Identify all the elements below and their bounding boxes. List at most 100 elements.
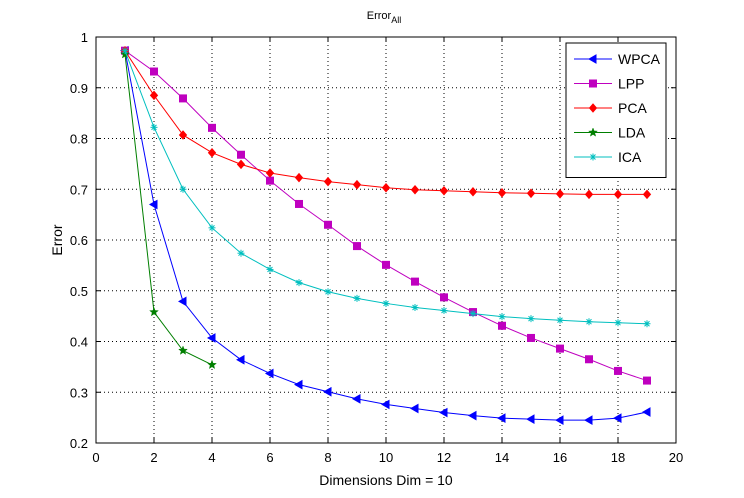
x-tick-label: 12 (437, 450, 451, 465)
data-point-lpp (411, 277, 419, 286)
data-point-pca (294, 172, 304, 183)
legend-item-ica: ICA (574, 149, 642, 165)
legend-item-lda: LDA (574, 125, 646, 141)
x-tick-label: 4 (208, 450, 215, 465)
data-point-ica (411, 303, 419, 311)
data-point-lpp (614, 366, 622, 375)
data-point-pca (352, 179, 362, 190)
data-point-lpp (440, 293, 448, 302)
y-tick-label: 0.6 (70, 233, 88, 248)
x-tick-label: 8 (324, 450, 331, 465)
series-line-lda (124, 54, 213, 366)
y-tick-label: 0.9 (70, 81, 88, 96)
x-tick-label: 2 (150, 450, 157, 465)
data-point-wpca (554, 415, 564, 426)
data-point-pca (381, 182, 391, 193)
series-wpca (119, 45, 651, 426)
data-point-pca (555, 189, 565, 199)
data-point-ica (556, 316, 564, 324)
x-axis-title: Dimensions Dim = 10 (319, 472, 453, 488)
data-point-lda (149, 306, 159, 317)
data-point-wpca (467, 410, 477, 421)
data-point-wpca (496, 413, 506, 423)
series-ica (121, 47, 651, 328)
data-point-ica (121, 47, 129, 55)
data-point-wpca (206, 333, 216, 343)
chart-title-main: Error (367, 10, 392, 22)
chart-title-subscript: All (391, 15, 401, 25)
data-point-ica (208, 224, 216, 232)
data-point-pca (178, 130, 188, 140)
data-point-wpca (264, 368, 274, 379)
legend-label-wpca: WPCA (618, 51, 661, 67)
data-point-wpca (293, 379, 303, 390)
x-tick-label: 14 (495, 450, 509, 465)
data-point-wpca (235, 354, 245, 365)
legend-item-lpp: LPP (574, 76, 644, 92)
legend-item-wpca: WPCA (574, 51, 661, 67)
data-point-wpca (583, 415, 593, 426)
legend-label-ica: ICA (618, 149, 642, 165)
grid-lines (96, 37, 676, 443)
x-tick-label: 16 (553, 450, 567, 465)
x-tick-label: 20 (669, 450, 683, 465)
data-point-wpca (322, 386, 332, 397)
y-axis-title: Error (49, 224, 65, 255)
data-point-lpp (643, 376, 651, 385)
legend-label-lda: LDA (618, 125, 646, 141)
legend-item-pca: PCA (574, 100, 647, 116)
x-tick-label: 10 (379, 450, 393, 465)
data-point-pca (588, 103, 598, 113)
y-tick-label: 1 (81, 30, 88, 45)
data-point-pca (265, 168, 275, 178)
data-point-pca (439, 186, 449, 196)
x-tick-label: 18 (611, 450, 625, 465)
data-point-wpca (525, 414, 535, 425)
data-point-lpp (353, 242, 361, 251)
data-point-lda (207, 359, 217, 370)
data-point-wpca (148, 199, 158, 210)
data-point-ica (382, 299, 390, 307)
data-point-ica (469, 310, 477, 318)
data-point-lpp (324, 220, 332, 229)
legend: WPCA LPP PCA LDA ICA (565, 42, 667, 178)
y-tick-label: 0.3 (70, 385, 88, 400)
data-point-wpca (177, 296, 187, 307)
data-point-pca (497, 188, 507, 198)
data-point-pca (584, 189, 594, 200)
data-point-pca (410, 184, 420, 195)
data-point-pca (526, 188, 536, 199)
data-point-ica (295, 279, 303, 287)
data-point-pca (236, 159, 246, 170)
series-group (119, 45, 652, 426)
data-point-ica (643, 320, 651, 328)
data-point-lpp (585, 355, 593, 364)
data-point-lda (178, 345, 188, 355)
legend-label-lpp: LPP (618, 76, 644, 92)
data-point-pca (149, 90, 159, 101)
data-point-ica (585, 318, 593, 326)
data-point-ica (614, 319, 622, 327)
data-point-lpp (556, 344, 564, 353)
data-point-ica (440, 307, 448, 315)
chart-title: ErrorAll (367, 10, 401, 25)
data-point-ica (527, 315, 535, 323)
data-point-wpca (380, 399, 390, 410)
data-point-lpp (179, 94, 187, 103)
data-point-lpp (266, 176, 274, 185)
data-point-ica (237, 249, 245, 257)
data-point-ica (324, 288, 332, 296)
data-point-lpp (589, 79, 597, 88)
data-point-wpca (612, 413, 622, 423)
y-tick-label: 0.8 (70, 132, 88, 147)
x-tick-label: 0 (92, 450, 99, 465)
data-point-lpp (150, 67, 158, 76)
data-point-wpca (409, 403, 419, 414)
data-point-wpca (438, 407, 448, 418)
data-point-pca (207, 147, 217, 158)
data-point-lpp (208, 123, 216, 132)
y-tick-label: 0.4 (70, 335, 88, 350)
data-point-ica (266, 265, 274, 273)
data-point-lpp (295, 199, 303, 208)
